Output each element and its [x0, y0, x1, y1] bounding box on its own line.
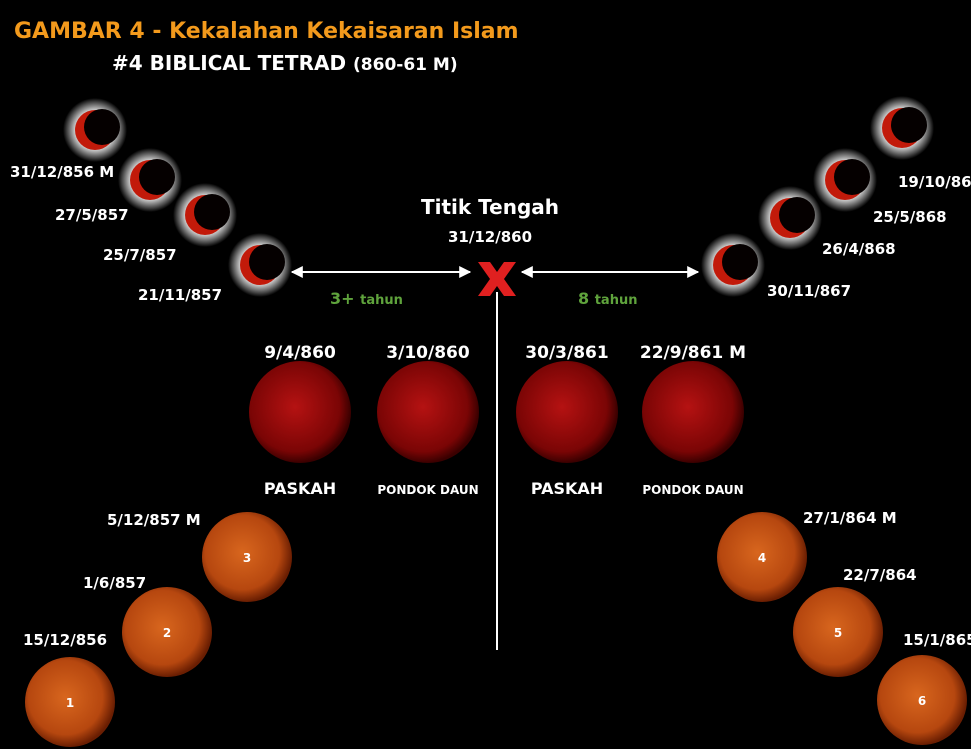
eclipse-shadow	[722, 244, 758, 280]
eclipse-shadow	[84, 109, 120, 145]
sun-date: 22/7/864	[843, 566, 917, 584]
eclipse-date: 21/11/857	[138, 286, 222, 304]
eclipse-shadow	[891, 107, 927, 143]
blood-moon	[642, 361, 744, 463]
eclipse-shadow	[194, 194, 230, 230]
title: GAMBAR 4 - Kekalahan Kekaisaran Islam	[14, 19, 519, 44]
eclipse-date: 30/11/867	[767, 282, 851, 300]
sun-date: 15/12/856	[23, 631, 107, 649]
moon-label: PASKAH	[264, 479, 336, 498]
sun-date: 1/6/857	[83, 574, 146, 592]
sun-number: 1	[66, 696, 74, 710]
sun-number: 3	[243, 551, 251, 565]
subtitle-main: #4 BIBLICAL TETRAD	[112, 51, 346, 75]
eclipse-shadow	[139, 159, 175, 195]
eclipse-date: 25/7/857	[103, 246, 177, 264]
moon-label: PASKAH	[531, 479, 603, 498]
moon-label: PONDOK DAUN	[377, 483, 478, 497]
subtitle: #4 BIBLICAL TETRAD (860-61 M)	[112, 51, 458, 75]
blood-moon	[377, 361, 479, 463]
gap-unit: tahun	[360, 293, 403, 308]
sun-date: 27/1/864 M	[803, 509, 897, 527]
midpoint-title: Titik Tengah	[421, 195, 559, 219]
sun-number: 2	[163, 626, 171, 640]
eclipse-date: 19/10/868	[898, 173, 971, 191]
sun-number: 6	[918, 694, 926, 708]
eclipse-shadow	[249, 244, 285, 280]
blood-moon	[516, 361, 618, 463]
eclipse-date: 27/5/857	[55, 206, 129, 224]
blood-moon	[249, 361, 351, 463]
moon-date: 30/3/861	[525, 343, 608, 363]
eclipse-shadow	[779, 197, 815, 233]
sun-number: 5	[834, 626, 842, 640]
eclipse-shadow	[834, 159, 870, 195]
eclipse-date: 31/12/856 M	[10, 163, 114, 181]
moon-date: 9/4/860	[264, 343, 336, 363]
gap-number: 8	[578, 289, 589, 308]
subtitle-years: (860-61 M)	[353, 55, 458, 75]
diagram: GAMBAR 4 - Kekalahan Kekaisaran Islam #4…	[0, 0, 971, 749]
midpoint-date: 31/12/860	[448, 228, 532, 246]
sun-number: 4	[758, 551, 766, 565]
sun-date: 5/12/857 M	[107, 511, 201, 529]
gap-unit: tahun	[595, 293, 638, 308]
moon-date: 22/9/861 M	[640, 343, 746, 363]
sun-date: 15/1/865	[903, 631, 971, 649]
eclipse-date: 25/5/868	[873, 208, 947, 226]
gap-number: 3+	[330, 289, 355, 308]
moon-label: PONDOK DAUN	[642, 483, 743, 497]
eclipse-date: 26/4/868	[822, 240, 896, 258]
moon-date: 3/10/860	[386, 343, 470, 363]
